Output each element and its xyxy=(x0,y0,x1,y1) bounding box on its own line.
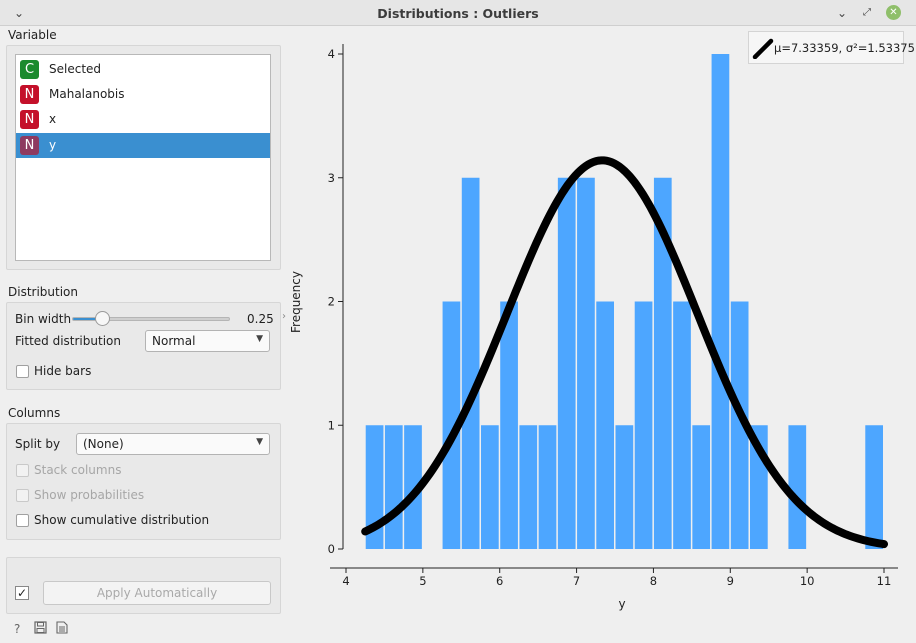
x-tick-label: 6 xyxy=(496,574,503,588)
show-cumulative-checkbox[interactable] xyxy=(16,514,29,527)
histogram-bar xyxy=(519,425,538,549)
x-tick-label: 5 xyxy=(419,574,426,588)
y-tick-label: 3 xyxy=(328,171,335,185)
numeric-icon: N xyxy=(20,110,39,129)
show-probabilities-checkbox[interactable] xyxy=(16,489,29,502)
numeric-icon: N xyxy=(20,136,39,155)
slider-fill xyxy=(73,318,97,320)
fitted-distribution-label: Fitted distribution xyxy=(15,334,121,348)
x-tick-label: 7 xyxy=(573,574,580,588)
stack-columns-checkbox[interactable] xyxy=(16,464,29,477)
window-title: Distributions : Outliers xyxy=(377,6,539,21)
bin-width-value: 0.25 xyxy=(247,312,274,326)
help-icon[interactable]: ? xyxy=(14,622,21,636)
histogram-bar xyxy=(634,301,653,549)
hide-bars-label: Hide bars xyxy=(34,364,92,378)
y-tick-label: 2 xyxy=(328,295,335,309)
histogram-bar xyxy=(577,177,595,549)
numeric-icon: N xyxy=(20,85,39,104)
title-bar: ⌄ Distributions : Outliers ⌄ ⤢ ✕ xyxy=(0,0,916,26)
histogram-bar xyxy=(461,177,480,549)
maximize-icon[interactable]: ⤢ xyxy=(863,7,871,18)
variable-item-selected[interactable]: C Selected xyxy=(16,57,270,82)
apply-automatically-button[interactable]: Apply Automatically xyxy=(43,581,271,605)
x-tick-label: 8 xyxy=(650,574,657,588)
apply-automatically-checkbox[interactable]: ✓ xyxy=(15,586,29,600)
legend-line-icon xyxy=(752,38,774,59)
histogram-bar xyxy=(365,425,384,549)
variable-label: Selected xyxy=(49,62,102,76)
hide-bars-checkbox[interactable] xyxy=(16,365,29,378)
distribution-chart[interactable]: 0 1 2 3 4 4 5 6 7 8 9 10 11 y Frequency xyxy=(290,30,910,620)
histogram-bar xyxy=(557,177,576,549)
histogram-bar xyxy=(500,301,518,549)
variable-item-y[interactable]: N y xyxy=(16,133,270,158)
chevron-down-icon: ▼ xyxy=(256,437,263,447)
chevron-down-icon: ▼ xyxy=(256,334,263,344)
variable-label: y xyxy=(49,138,57,152)
legend-label: μ=7.33359, σ²=1.53375 xyxy=(774,41,915,55)
histogram-bar xyxy=(615,425,634,549)
bin-width-slider-handle[interactable] xyxy=(95,311,110,326)
histogram-bar xyxy=(788,425,807,549)
split-by-select[interactable]: (None) ▼ xyxy=(76,433,270,455)
histogram-bar xyxy=(481,425,499,549)
show-cumulative-label: Show cumulative distribution xyxy=(34,513,210,527)
histogram-bar xyxy=(596,301,614,549)
bin-width-label: Bin width xyxy=(15,312,72,326)
x-axis-label: y xyxy=(618,597,625,611)
close-icon[interactable]: ✕ xyxy=(886,5,901,20)
categorical-icon: C xyxy=(20,60,39,79)
chart-legend: μ=7.33359, σ²=1.53375 xyxy=(748,31,915,64)
variable-item-mahalanobis[interactable]: N Mahalanobis xyxy=(16,82,270,107)
x-tick-label: 9 xyxy=(727,574,734,588)
variable-list[interactable]: C Selected N Mahalanobis N x N y xyxy=(15,54,271,261)
fitted-curve xyxy=(361,156,888,549)
histogram-bar xyxy=(865,425,883,549)
x-tick-label: 4 xyxy=(342,574,349,588)
histogram-bar xyxy=(384,425,403,549)
x-tick-label: 11 xyxy=(877,574,892,588)
variable-label: x xyxy=(49,112,57,126)
columns-section-label: Columns xyxy=(8,406,61,420)
y-tick-label: 1 xyxy=(328,418,335,432)
split-by-value: (None) xyxy=(83,437,124,451)
minimize-icon[interactable]: ⌄ xyxy=(836,6,848,20)
stack-columns-label: Stack columns xyxy=(34,463,122,477)
fitted-distribution-value: Normal xyxy=(152,334,196,348)
fitted-distribution-select[interactable]: Normal ▼ xyxy=(145,330,270,352)
y-tick-label: 4 xyxy=(328,47,335,61)
variable-section-label: Variable xyxy=(8,28,57,42)
histogram-bar xyxy=(673,301,691,549)
histogram-bar xyxy=(692,425,711,549)
histogram-bar xyxy=(404,425,422,549)
bin-width-slider[interactable] xyxy=(72,317,230,321)
variable-label: Mahalanobis xyxy=(49,87,125,101)
distribution-section-label: Distribution xyxy=(8,285,79,299)
splitter-arrow-icon[interactable]: › xyxy=(282,311,286,322)
histogram-bar xyxy=(653,177,672,549)
report-icon[interactable] xyxy=(56,621,68,637)
histogram-bar xyxy=(538,425,557,549)
split-by-label: Split by xyxy=(15,437,61,451)
x-tick-label: 10 xyxy=(800,574,815,588)
variable-item-x[interactable]: N x xyxy=(16,107,270,132)
y-tick-label: 0 xyxy=(328,542,335,556)
save-icon[interactable] xyxy=(34,621,47,637)
histogram-bar xyxy=(442,301,461,549)
show-probabilities-label: Show probabilities xyxy=(34,488,145,502)
histogram-bar xyxy=(730,301,749,549)
chevron-down-icon[interactable]: ⌄ xyxy=(13,6,25,20)
y-axis-label: Frequency xyxy=(290,271,303,333)
histogram-bar xyxy=(711,54,730,549)
